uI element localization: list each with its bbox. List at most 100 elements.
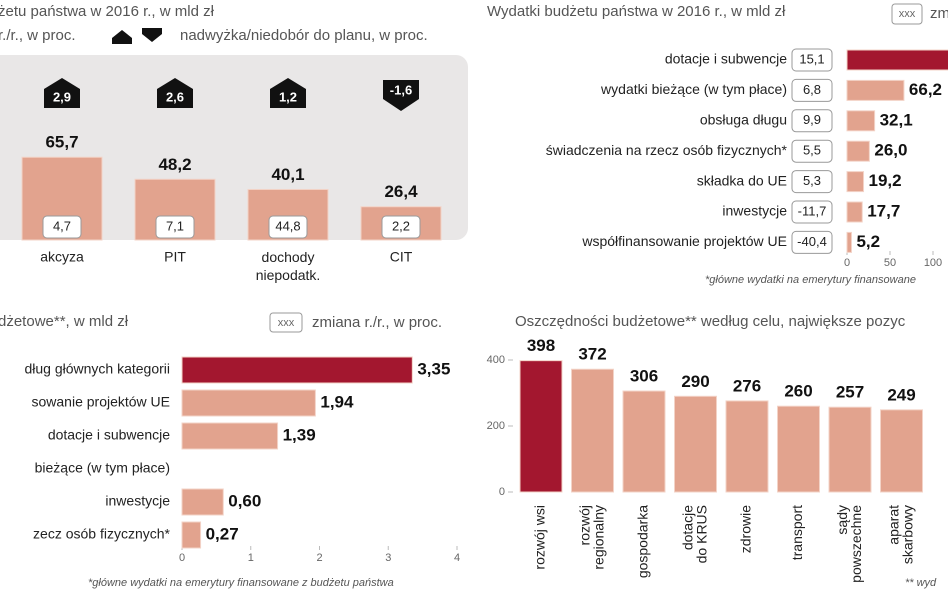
y-tick-label: 400 [487, 354, 505, 366]
category-label: sądypowszechne [834, 505, 864, 583]
value-label: 40,1 [271, 165, 304, 184]
category-label: wydatki bieżące (w tym płace) [600, 81, 787, 97]
x-tick-label: 0 [844, 257, 850, 269]
plan-label: 2,6 [166, 89, 184, 104]
change-box [791, 48, 833, 72]
category-label: dotacjedo KRUS [679, 505, 709, 564]
change-label: 2,2 [392, 218, 410, 233]
category-label: aparatskarbowy [885, 505, 915, 564]
category-label: inwestycje [722, 203, 787, 219]
bar [846, 171, 865, 193]
value-label: 17,7 [867, 201, 900, 220]
change-label: 9,9 [803, 112, 821, 127]
category-label: współfinansowanie projektów UE [581, 233, 787, 249]
footnote: *główne wydatki na emerytury finansowane [705, 274, 916, 286]
category-label: dochody niepodatk. [256, 249, 321, 283]
value-label: 249 [887, 385, 915, 404]
bar [622, 390, 666, 493]
plan-arrow [157, 78, 193, 108]
change-box [42, 215, 82, 239]
value-label: 398 [527, 336, 555, 355]
category-label: inwestycje [105, 493, 170, 509]
bar [181, 422, 279, 450]
plan-arrow [44, 78, 80, 108]
legend-label: zmiana r./r., w proc. [312, 314, 442, 331]
category-label: PIT [164, 249, 186, 265]
change-label: -11,7 [798, 203, 827, 218]
change-box [791, 139, 833, 163]
chart-title: Oszczędności budżetowe** według celu, na… [515, 313, 906, 330]
legend-icon-down [142, 28, 162, 42]
footnote: *główne wydatki na emerytury finansowane… [88, 577, 394, 589]
y-tick-label: 200 [487, 420, 505, 432]
category-label: sowanie projektów UE [31, 394, 170, 410]
change-box [155, 215, 195, 239]
category-label: bieżące (w tym płace) [35, 460, 170, 476]
legend-label: nadwyżka/niedobór do planu, w proc. [180, 27, 428, 44]
change-label: 7,1 [166, 218, 184, 233]
bar [777, 405, 820, 493]
bar [846, 231, 852, 253]
category-label: składka do UE [697, 172, 787, 188]
legend-box [891, 3, 923, 25]
bar [880, 409, 923, 493]
category-label: rozwój wsi [532, 505, 548, 570]
x-tick-label: 3 [385, 552, 391, 564]
category-label: zecz osób fizycznych* [33, 526, 170, 542]
legend-sample: xxx [278, 317, 295, 329]
chart-title: Wydatki budżetu państwa w 2016 r., w mld… [487, 3, 786, 20]
plan-label: 2,9 [53, 89, 71, 104]
x-tick-label: 0 [179, 552, 185, 564]
value-label: 65,7 [45, 133, 78, 152]
change-box [791, 230, 833, 254]
change-label: 44,8 [275, 218, 300, 233]
change-box [268, 215, 308, 239]
bar [725, 400, 769, 493]
bar [846, 201, 863, 223]
category-label: zdrowie [738, 505, 754, 553]
bar [181, 521, 202, 549]
bar [846, 110, 876, 132]
value-label: 1,94 [320, 392, 354, 411]
category-label: dług głównych kategorii [24, 361, 170, 377]
value-label: 66,2 [909, 80, 942, 99]
plan-label: 1,2 [279, 89, 297, 104]
legend-label: zm [930, 5, 948, 22]
value-label: 276 [733, 376, 761, 395]
category-label: transport [789, 505, 805, 560]
change-box [791, 170, 833, 194]
chart-title: żetu państwa w 2016 r., w mld zł [0, 3, 215, 20]
y-tick-label: 0 [499, 486, 505, 498]
x-tick-label: 4 [454, 552, 460, 564]
change-box [791, 78, 833, 102]
value-label: 257 [836, 383, 864, 402]
bar [846, 140, 870, 162]
value-label: 372 [578, 345, 606, 364]
chart-subtitle: r./r., w proc. [0, 27, 76, 44]
value-label: 48,2 [158, 155, 191, 174]
value-label: 0,27 [206, 524, 239, 543]
change-label: 15,1 [799, 51, 824, 66]
change-box [381, 215, 421, 239]
change-box [791, 200, 833, 224]
change-label: -40,4 [797, 234, 827, 249]
bar [846, 79, 905, 101]
bar [519, 360, 563, 493]
change-label: 4,7 [53, 218, 71, 233]
category-label: rozwójregionalny [576, 505, 606, 570]
x-tick-label: 1 [248, 552, 254, 564]
bar [181, 389, 316, 417]
panel-background [0, 55, 468, 240]
category-label: akcyza [40, 249, 84, 265]
change-label: 6,8 [803, 82, 821, 97]
change-box [791, 109, 833, 133]
plan-label: -1,6 [390, 82, 412, 97]
change-label: 5,5 [803, 143, 821, 158]
value-label: 0,60 [228, 491, 261, 510]
bar [181, 356, 413, 384]
value-label: 26,0 [874, 141, 907, 160]
value-label: 260 [784, 382, 812, 401]
legend-icon-up [112, 30, 132, 44]
